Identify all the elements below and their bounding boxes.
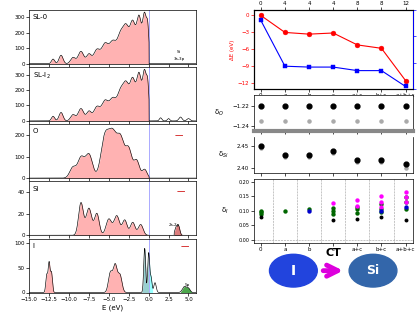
Point bbox=[378, 193, 385, 199]
Point bbox=[306, 152, 312, 158]
Point bbox=[306, 103, 312, 108]
Point bbox=[402, 194, 409, 200]
Text: Si: Si bbox=[367, 264, 379, 277]
Point bbox=[330, 212, 337, 217]
Point bbox=[402, 205, 409, 210]
Point bbox=[378, 157, 385, 162]
Text: I: I bbox=[33, 243, 35, 249]
Point bbox=[306, 155, 312, 160]
Point bbox=[402, 189, 409, 195]
Point bbox=[306, 207, 312, 212]
Point bbox=[257, 103, 264, 108]
Text: SL-I$_2$: SL-I$_2$ bbox=[33, 71, 50, 82]
Point bbox=[378, 214, 385, 220]
Point bbox=[354, 207, 361, 212]
Y-axis label: δ$_I$: δ$_I$ bbox=[221, 206, 229, 216]
Point bbox=[402, 200, 409, 205]
Text: 5p: 5p bbox=[184, 283, 189, 287]
Point bbox=[330, 205, 337, 211]
Point bbox=[257, 208, 264, 214]
X-axis label: E (eV): E (eV) bbox=[102, 305, 123, 311]
Point bbox=[402, 200, 409, 205]
Point bbox=[402, 103, 409, 108]
Point bbox=[402, 162, 409, 167]
Text: O: O bbox=[33, 128, 38, 135]
Point bbox=[402, 217, 409, 223]
Point bbox=[281, 103, 288, 108]
Point bbox=[378, 103, 385, 108]
Point bbox=[257, 118, 264, 124]
Point bbox=[354, 204, 361, 209]
Point bbox=[330, 150, 337, 155]
Point bbox=[281, 118, 288, 124]
Text: SL-0: SL-0 bbox=[33, 14, 48, 20]
Point bbox=[402, 206, 409, 211]
Point bbox=[354, 211, 361, 216]
Text: 2s,2p: 2s,2p bbox=[168, 223, 180, 227]
Point bbox=[257, 146, 264, 151]
Point bbox=[378, 199, 385, 204]
Point bbox=[402, 118, 409, 124]
Text: —: — bbox=[180, 242, 188, 251]
Point bbox=[354, 216, 361, 222]
Point bbox=[402, 194, 409, 200]
Point bbox=[354, 197, 361, 202]
Point bbox=[257, 210, 264, 215]
Point bbox=[378, 205, 385, 210]
Point bbox=[330, 148, 337, 153]
Point bbox=[330, 217, 337, 223]
Point bbox=[257, 214, 264, 220]
Text: —: — bbox=[175, 131, 183, 140]
Point bbox=[402, 166, 409, 171]
Point bbox=[281, 152, 288, 158]
Y-axis label: ΔE (eV): ΔE (eV) bbox=[230, 39, 235, 59]
Point bbox=[306, 118, 312, 124]
Point bbox=[281, 208, 288, 214]
Point bbox=[330, 103, 337, 108]
Point bbox=[378, 208, 385, 214]
Point bbox=[330, 208, 337, 214]
Point bbox=[330, 200, 337, 205]
Y-axis label: δ$_{Si}$: δ$_{Si}$ bbox=[218, 150, 229, 160]
Point bbox=[306, 208, 312, 214]
Text: Si: Si bbox=[33, 186, 39, 192]
Point bbox=[378, 210, 385, 215]
Point bbox=[354, 118, 361, 124]
Text: CT: CT bbox=[325, 248, 341, 258]
Text: 3s,3p: 3s,3p bbox=[173, 57, 185, 61]
Point bbox=[378, 201, 385, 206]
Point bbox=[378, 118, 385, 124]
Point bbox=[354, 203, 361, 208]
Point bbox=[257, 212, 264, 217]
Circle shape bbox=[269, 254, 317, 287]
Y-axis label: δ$_O$: δ$_O$ bbox=[214, 108, 224, 118]
Point bbox=[281, 155, 288, 160]
Text: —: — bbox=[176, 187, 185, 196]
Point bbox=[330, 118, 337, 124]
Point bbox=[354, 103, 361, 108]
Point bbox=[354, 157, 361, 162]
Point bbox=[354, 159, 361, 164]
Point bbox=[257, 144, 264, 149]
Point bbox=[378, 159, 385, 164]
Text: I: I bbox=[291, 264, 296, 278]
Point bbox=[378, 206, 385, 211]
Circle shape bbox=[349, 254, 397, 287]
Text: Si: Si bbox=[177, 50, 181, 55]
